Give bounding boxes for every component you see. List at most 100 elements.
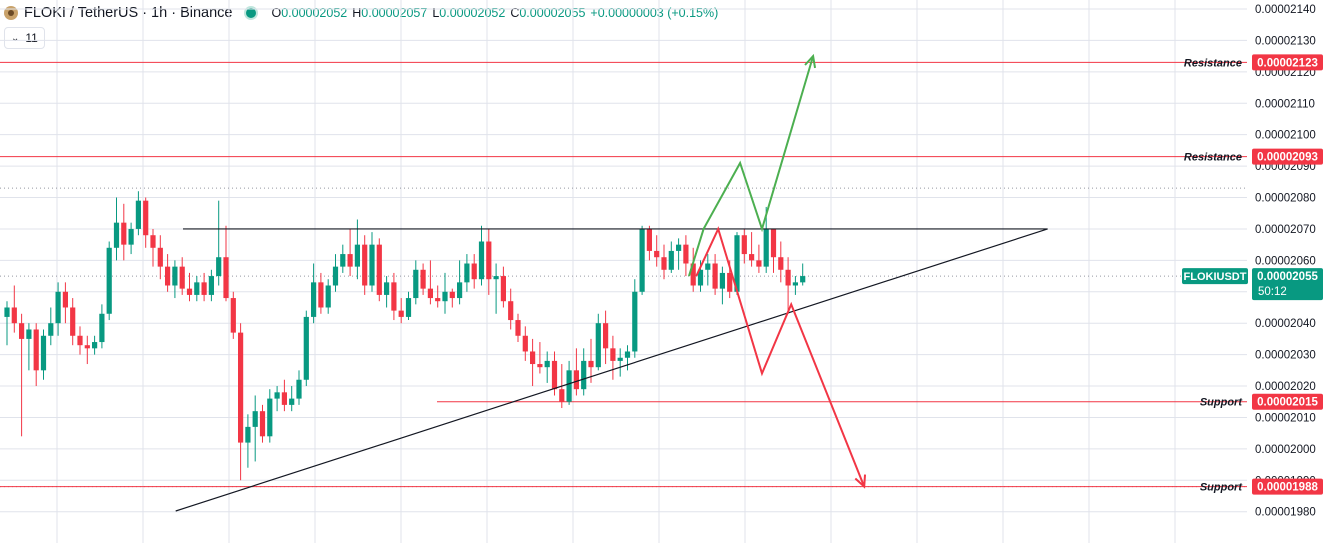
candle-body-up: [216, 257, 222, 277]
indicators-count: 11: [25, 31, 38, 45]
candle-body-up: [252, 411, 258, 427]
candle-body-down: [33, 329, 39, 371]
candle-body-down: [420, 269, 426, 289]
candle-body-up: [128, 228, 134, 245]
candle-body-down: [486, 241, 492, 280]
candle-body-down: [230, 298, 236, 333]
candle-body-up: [332, 266, 339, 286]
candle-body-down: [741, 235, 747, 255]
y-tick-label: 0.00002080: [1255, 193, 1316, 205]
candle-body-down: [62, 291, 68, 308]
y-tick-label: 0.00002100: [1255, 130, 1316, 142]
candle-body-up: [544, 360, 550, 368]
candle-body-down: [121, 222, 127, 245]
indicators-toggle-button[interactable]: ⌄ 11: [4, 27, 45, 49]
support-1-price-tag: [1252, 393, 1323, 410]
candle-body-down: [179, 266, 185, 289]
candle-body-down: [376, 244, 382, 295]
candle-body-up: [413, 269, 419, 299]
candle-body-down: [150, 235, 156, 248]
candle-body-up: [340, 254, 346, 267]
candle-body-up: [172, 266, 178, 286]
y-tick-label: 0.00002040: [1255, 318, 1316, 330]
candle-body-down: [537, 364, 543, 368]
open-key: O: [271, 6, 282, 20]
support-2-label: Support: [1200, 482, 1243, 494]
candle-body-up: [624, 351, 631, 358]
y-tick-label: 0.00002010: [1255, 412, 1316, 424]
candle-body-down: [70, 307, 76, 336]
candle-body-up: [99, 313, 105, 343]
y-tick-label: 0.00002130: [1255, 35, 1316, 47]
candle-body-down: [610, 348, 616, 361]
candle-body-up: [800, 276, 806, 283]
symbol-tag-label: FLOKIUSDT: [1184, 271, 1247, 283]
candle-body-down: [19, 323, 25, 339]
y-tick-label: 0.00002030: [1255, 350, 1316, 362]
candle-body-up: [245, 426, 251, 443]
candle-body-up: [632, 291, 638, 352]
resistance-2-label: Resistance: [1184, 152, 1242, 164]
candle-body-up: [697, 269, 704, 286]
candle-body-up: [208, 276, 214, 295]
candle-body-up: [493, 276, 499, 280]
symbol-tag: [1182, 268, 1248, 285]
candle-body-up: [464, 263, 470, 283]
chevron-down-icon: ⌄: [11, 32, 20, 44]
support-2-price-value: 0.00001988: [1257, 482, 1318, 494]
candle-body-down: [362, 244, 368, 286]
candle-body-up: [566, 370, 572, 402]
candle-body-up: [705, 263, 711, 270]
bearish-projection-path-arrowhead: [854, 474, 867, 489]
candle-body-down: [551, 360, 558, 390]
candle-body-down: [500, 276, 506, 302]
candle-body-down: [347, 254, 353, 267]
candle-body-down: [143, 200, 149, 236]
candle-body-down: [530, 351, 536, 365]
candle-body-up: [325, 285, 331, 308]
resistance-1-label: Resistance: [1184, 57, 1242, 69]
candle-body-down: [238, 332, 244, 443]
candle-body-up: [26, 329, 32, 339]
candle-body-down: [785, 269, 791, 286]
candle-body-down: [427, 288, 433, 299]
candle-body-up: [311, 282, 317, 317]
low-key: L: [432, 6, 440, 20]
candle-body-down: [683, 244, 689, 264]
candle-body-up: [595, 323, 601, 368]
candle-body-up: [617, 357, 623, 361]
candle-body-down: [646, 228, 652, 251]
candle-body-down: [398, 310, 404, 317]
y-tick-label: 0.00002140: [1255, 4, 1316, 16]
candle-body-down: [756, 260, 762, 267]
y-tick-label: 0.00002060: [1255, 255, 1316, 267]
candle-body-up: [457, 282, 463, 299]
resistance-2-price-value: 0.00002093: [1257, 152, 1318, 164]
bearish-projection-path: [695, 226, 866, 487]
candle-body-down: [281, 392, 287, 405]
candle-body-down: [435, 298, 441, 302]
candle-body-up: [442, 291, 448, 302]
candle-body-down: [588, 360, 594, 368]
candle-body-down: [201, 282, 207, 295]
candle-body-down: [157, 247, 163, 267]
candle-body-up: [48, 323, 54, 336]
candle-body-up: [113, 222, 120, 248]
candle-body-up: [4, 307, 10, 317]
y-tick-label: 0.00002110: [1255, 98, 1315, 110]
candle-body-up: [194, 282, 200, 295]
candle-body-up: [106, 247, 112, 314]
current-price-tag: [1252, 268, 1323, 301]
resistance-1-price-tag: [1252, 54, 1323, 71]
current-price-value: 0.00002055: [1257, 271, 1318, 283]
candle-body-up: [719, 272, 725, 289]
candle-body-down: [603, 323, 609, 349]
candle-body-down: [11, 307, 17, 324]
candle-body-down: [449, 291, 455, 299]
candle-body-down: [223, 257, 229, 299]
candle-body-down: [654, 250, 660, 258]
candle-body-down: [186, 288, 193, 295]
candle-body-up: [289, 398, 295, 405]
candle-body-down: [318, 282, 324, 308]
